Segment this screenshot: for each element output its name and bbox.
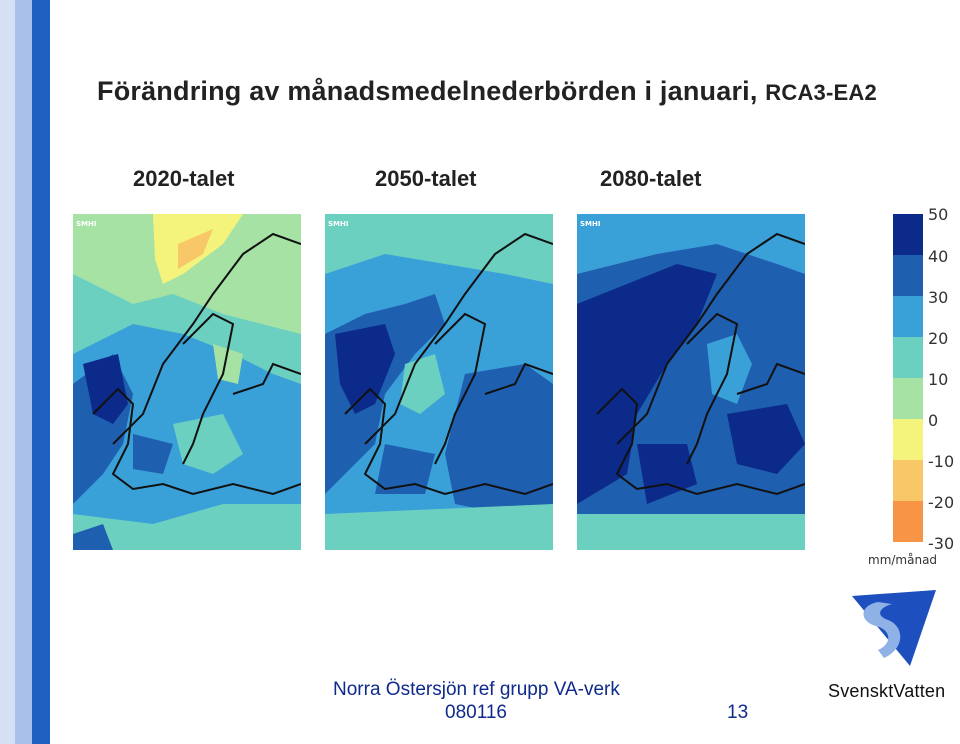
- period-label-1: 2020-talet: [133, 166, 235, 191]
- left-stripe-mid: [15, 0, 32, 744]
- precip-map-2080: SMHI: [577, 214, 805, 550]
- legend-label: 10: [928, 370, 949, 389]
- legend-label: 0: [928, 411, 939, 430]
- legend-swatch-minus30-minus20: [893, 501, 923, 542]
- precip-map-2020: SMHI: [73, 214, 301, 550]
- period-label-2: 2050-talet: [375, 166, 477, 191]
- map-watermark: SMHI: [580, 220, 601, 228]
- footer-text: Norra Östersjön ref grupp VA-verk: [333, 679, 620, 700]
- legend-label: 50: [928, 205, 949, 224]
- svenskt-vatten-logo-icon: [848, 588, 938, 668]
- map-watermark: SMHI: [76, 220, 97, 228]
- left-stripe-light: [0, 0, 15, 744]
- period-label-3: 2080-talet: [600, 166, 702, 191]
- legend-label: -10: [928, 452, 955, 471]
- legend-label: -30: [928, 534, 955, 553]
- legend-swatch-10-20: [893, 337, 923, 378]
- page-number: 13: [727, 702, 749, 723]
- footer-date: 080116: [445, 702, 507, 723]
- legend-swatch-40-50: [893, 214, 923, 255]
- legend-label: -20: [928, 493, 955, 512]
- logo-text: SvensktVatten: [828, 681, 946, 701]
- legend-unit: mm/månad: [868, 553, 938, 567]
- legend-swatch-minus20-minus10: [893, 460, 923, 501]
- title-model: RCA3-EA2: [765, 80, 877, 105]
- legend-label: 40: [928, 247, 949, 266]
- legend-swatch-0-10: [893, 378, 923, 419]
- legend-label: 30: [928, 288, 949, 307]
- legend-swatch-minus10-0: [893, 419, 923, 460]
- legend-swatch-30-40: [893, 255, 923, 296]
- legend-label: 20: [928, 329, 949, 348]
- map-watermark: SMHI: [328, 220, 349, 228]
- title-text: Förändring av månadsmedelnederbörden i j…: [97, 76, 758, 106]
- slide-title: Förändring av månadsmedelnederbörden i j…: [97, 76, 877, 107]
- legend-swatch-20-30: [893, 296, 923, 337]
- precip-map-2050: SMHI: [325, 214, 553, 550]
- left-stripe-dark: [32, 0, 50, 744]
